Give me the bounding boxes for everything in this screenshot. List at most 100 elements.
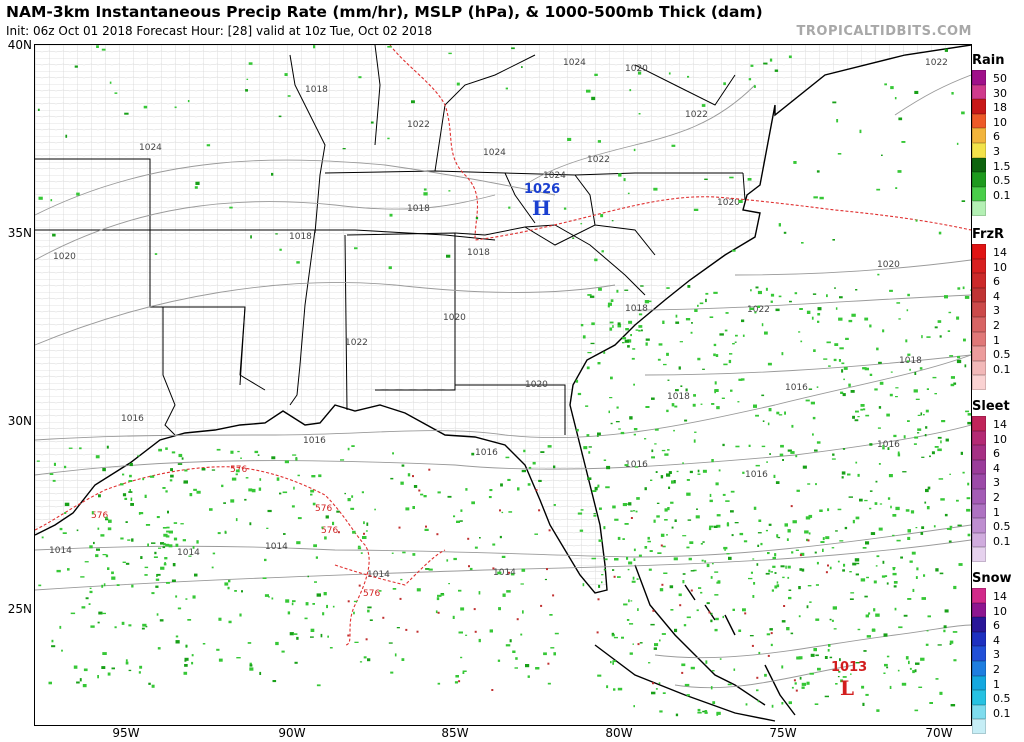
precip-cell [808, 514, 813, 518]
precip-cell [883, 633, 888, 637]
precip-cell [549, 614, 553, 616]
isobar-label: 1018 [899, 356, 922, 366]
precip-cell [501, 555, 506, 558]
precip-cell [660, 533, 665, 537]
precip-cell [187, 100, 190, 103]
precip-cell [755, 286, 759, 289]
precip-cell [572, 237, 575, 239]
precip-cell [787, 565, 791, 569]
precip-cell [508, 511, 513, 513]
precip-cell [926, 630, 929, 632]
precip-cell [520, 633, 523, 636]
precip-cell [321, 526, 324, 529]
precip-cell [960, 451, 963, 455]
precip-cell [282, 491, 288, 494]
precip-cell [598, 287, 602, 291]
precip-cell [684, 683, 690, 687]
precip-cell [148, 682, 151, 685]
precip-cell [259, 671, 262, 675]
precip-cell [67, 568, 70, 571]
isobar-label: 1024 [483, 148, 506, 158]
precip-cell [297, 517, 302, 520]
precip-cell [807, 585, 812, 587]
precip-cell [950, 383, 955, 387]
precip-cell [966, 508, 971, 512]
precip-cell [768, 569, 771, 573]
precip-cell-heavy [538, 509, 541, 512]
legend-level: 0.5 [993, 174, 1011, 188]
precip-cell-heavy [795, 689, 798, 692]
precip-cell [843, 366, 848, 370]
precip-cell [597, 362, 601, 365]
precip-cell [120, 537, 124, 540]
precip-cell [755, 414, 759, 417]
precip-cell [297, 474, 300, 477]
legend-level: 18 [993, 101, 1007, 115]
precip-cell [624, 339, 629, 343]
precip-cell [644, 300, 650, 304]
precip-cell [761, 445, 766, 448]
precip-cell [718, 469, 721, 472]
precip-cell [628, 599, 630, 603]
precip-cell [293, 486, 295, 490]
legend-row: 14 [972, 588, 1024, 603]
precip-cell [105, 554, 109, 558]
precip-cell [767, 422, 770, 426]
precip-cell [554, 632, 559, 635]
precip-cell [454, 681, 458, 684]
precip-cell [636, 497, 640, 500]
precip-cell [632, 576, 635, 580]
precip-cell [828, 365, 831, 367]
precip-cell [563, 207, 567, 210]
precip-cell [224, 530, 227, 533]
precip-cell [172, 563, 176, 567]
precip-cell [354, 247, 358, 250]
precip-cell [719, 333, 724, 336]
precip-cell [155, 578, 160, 581]
precip-cell [281, 650, 285, 653]
legend-swatch [972, 631, 986, 647]
precip-cell [712, 563, 714, 565]
precip-cell [396, 627, 400, 629]
precip-cell-heavy [597, 598, 600, 601]
precip-cell [857, 416, 860, 418]
precip-cell [788, 701, 792, 705]
precip-cell [820, 541, 825, 543]
precip-cell [925, 488, 929, 493]
precip-cell [248, 488, 253, 492]
precip-cell [770, 643, 773, 647]
precip-cell [813, 648, 817, 652]
precip-cell [184, 660, 187, 662]
precip-cell [725, 500, 730, 502]
precip-cell [788, 589, 792, 591]
precip-cell [523, 449, 526, 453]
precip-cell [448, 190, 451, 192]
precip-cell [671, 526, 674, 529]
precip-cell [902, 471, 907, 473]
precip-cell [685, 388, 688, 392]
legend-swatch [972, 142, 986, 158]
precip-cell [806, 310, 811, 314]
precip-cell [713, 343, 717, 347]
precip-cell [890, 86, 894, 90]
precip-cell [849, 598, 854, 600]
precip-cell [651, 397, 655, 400]
precip-cell [913, 389, 918, 393]
precip-cell [962, 471, 965, 474]
precip-cell [59, 625, 62, 629]
precip-cell [731, 249, 736, 252]
legend-swatch [972, 157, 986, 173]
precip-cell [801, 242, 804, 244]
precip-cell [318, 474, 322, 478]
precip-cell [865, 541, 870, 545]
precip-cell [446, 559, 449, 562]
precip-cell [292, 454, 297, 456]
precip-cell [824, 656, 828, 659]
precip-cell [235, 518, 238, 522]
precip-cell [639, 642, 643, 644]
precip-cell [600, 214, 604, 218]
precip-cell [184, 469, 188, 472]
precip-cell [705, 660, 708, 664]
precip-cell [121, 621, 125, 625]
precip-cell [834, 287, 836, 289]
